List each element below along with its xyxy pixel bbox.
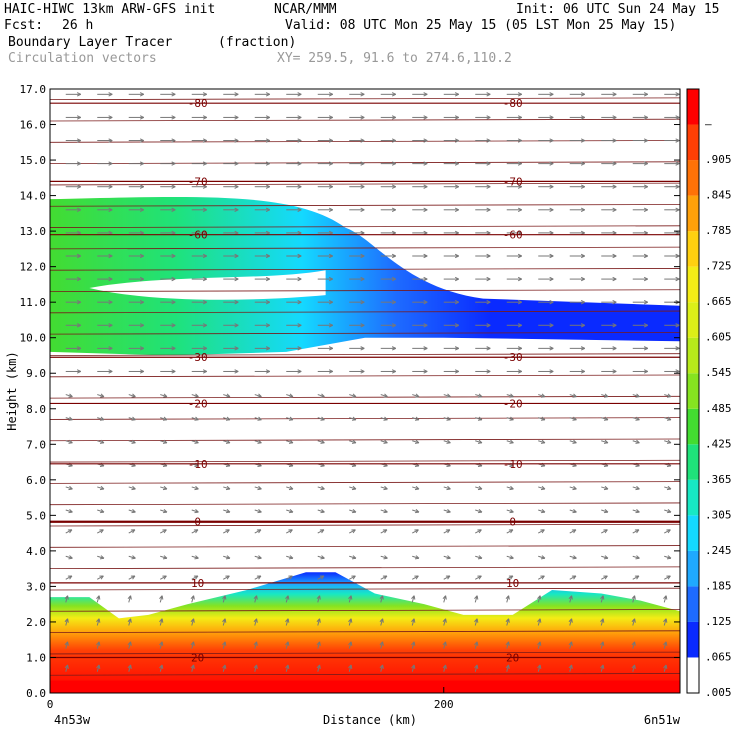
isotherm-label: -70 [503,175,523,188]
colorbar-label: .845 [705,189,732,202]
y-tick-label: 3.0 [26,580,46,593]
colorbar-label: .125 [705,615,732,628]
isotherm-label: -30 [188,351,208,364]
theta-contour [50,396,680,398]
isotherm-label: -80 [503,97,523,110]
isotherm-label: -60 [188,229,208,242]
isotherm-label: 20 [506,651,519,664]
colorbar-swatch [687,160,699,196]
colorbar-swatch [687,338,699,374]
colorbar-swatch [687,267,699,303]
y-tick-label: 12.0 [20,261,47,274]
y-tick-label: 10.0 [20,332,47,345]
colorbar-label: .365 [705,473,732,486]
isotherm-label: -80 [188,97,208,110]
x-axis-label: Distance (km) [323,713,417,727]
x-tick-label: 200 [434,698,454,711]
y-tick-label: 17.0 [20,83,47,96]
colorbar-label: .605 [705,331,732,344]
colorbar-swatch [687,125,699,161]
theta-contour [50,418,680,420]
y-tick-label: 4.0 [26,545,46,558]
colorbar-swatch [687,302,699,338]
tracer-surface-max-band [50,681,680,693]
y-tick-label: 15.0 [20,154,47,167]
colorbar-label: .725 [705,260,732,273]
y-tick-label: 6.0 [26,474,46,487]
y-tick-label: 5.0 [26,509,46,522]
colorbar-label: .665 [705,295,732,308]
theta-contour [50,162,680,164]
isotherm-label: -20 [503,397,523,410]
isotherm-label: 10 [191,577,204,590]
theta-contour [50,439,680,441]
isotherm-label: 20 [191,651,204,664]
colorbar-swatch [687,515,699,551]
theta-contour [50,98,680,100]
colorbar-swatch [687,586,699,622]
theta-contour [50,567,680,569]
upper-tracer-region [50,197,680,355]
theta-contour [50,503,680,505]
y-tick-label: 8.0 [26,403,46,416]
y-tick-label: 16.0 [20,119,47,132]
isotherm-label: -10 [503,458,523,471]
isotherm-label: -30 [503,351,523,364]
colorbar-swatch [687,231,699,267]
theta-contour [50,183,680,185]
colorbar-swatch [687,196,699,232]
colorbar-label: – [705,118,712,131]
x-left-endpoint: 4n53w [54,713,91,727]
colorbar-swatch [687,444,699,480]
colorbar-swatch [687,622,699,658]
colorbar-swatch [687,89,699,125]
colorbar-label: .545 [705,366,732,379]
colorbar-label: .905 [705,153,732,166]
y-tick-label: 0.0 [26,687,46,700]
colorbar-label: .425 [705,437,732,450]
colorbar-label: .785 [705,224,732,237]
theta-contour [50,460,680,462]
colorbar-label: .005 [705,686,732,699]
isotherm-label: -70 [188,175,208,188]
isotherm-label: 0 [509,516,516,529]
colorbar-swatch [687,409,699,445]
x-right-endpoint: 6n51w [644,713,681,727]
colorbar-swatch [687,373,699,409]
plot-area: -80 -80 -70 -70 -60 -60 -30 -30 -20 -20 -10 -10 0 0 10… [50,93,680,693]
theta-contour [50,119,680,121]
isotherm-label: -60 [503,229,523,242]
colorbar-swatch [687,657,699,693]
y-tick-label: 1.0 [26,651,46,664]
y-tick-label: 7.0 [26,438,46,451]
isotherm-label: 10 [506,577,519,590]
y-tick-label: 13.0 [20,225,47,238]
theta-contour [50,546,680,548]
isotherm-label: 0 [194,516,201,529]
theta-contour [50,524,680,526]
colorbar-swatch [687,480,699,516]
y-tick-label: 11.0 [20,296,47,309]
colorbar-label: .485 [705,402,732,415]
colorbar-label: .305 [705,508,732,521]
colorbar-label: .185 [705,579,732,592]
colorbar-label: .065 [705,650,732,663]
y-axis-label: Height (km) [5,351,19,430]
colorbar-swatch [687,551,699,587]
colorbar-label: .245 [705,544,732,557]
isotherm-label: -10 [188,458,208,471]
theta-contour [50,141,680,143]
x-tick-label: 0 [47,698,54,711]
y-tick-label: 14.0 [20,190,47,203]
theta-contour [50,375,680,377]
theta-contour [50,482,680,484]
isotherm-label: -20 [188,397,208,410]
y-tick-label: 9.0 [26,367,46,380]
y-tick-label: 2.0 [26,616,46,629]
